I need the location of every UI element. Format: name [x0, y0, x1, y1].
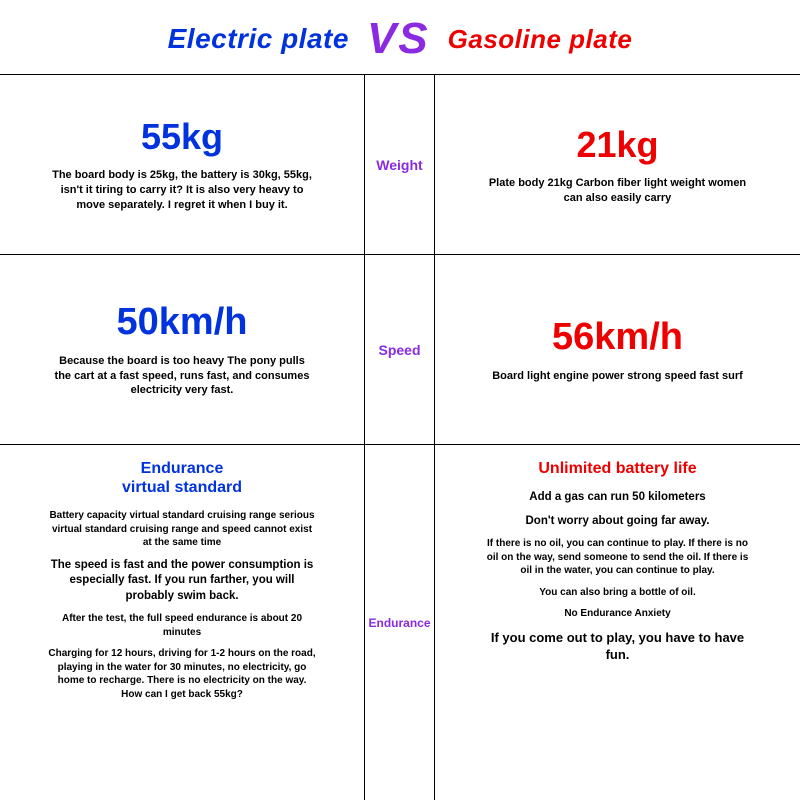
speed-gasoline-stat: 56km/h [552, 316, 683, 359]
label-speed: Speed [365, 255, 435, 445]
weight-gasoline-desc: Plate body 21kg Carbon fiber light weigh… [488, 176, 748, 206]
speed-electric-stat: 50km/h [117, 301, 248, 344]
endurance-electric-p4: Charging for 12 hours, driving for 1-2 h… [47, 647, 317, 701]
cell-endurance-gasoline: Unlimited battery life Add a gas can run… [435, 445, 800, 800]
weight-gasoline-stat: 21kg [576, 124, 658, 166]
endurance-gasoline-p4: You can also bring a bottle of oil. [539, 586, 696, 600]
endurance-gasoline-p6: If you come out to play, you have to hav… [483, 629, 753, 664]
header-vs: VS [367, 14, 430, 64]
header-left-title: Electric plate [168, 23, 349, 55]
cell-weight-electric: 55kg The board body is 25kg, the battery… [0, 75, 365, 255]
endurance-electric-subtitle: Endurance virtual standard [122, 459, 242, 497]
endurance-gasoline-p3: If there is no oil, you can continue to … [483, 537, 753, 578]
endurance-electric-p3: After the test, the full speed endurance… [47, 612, 317, 639]
endurance-gasoline-subtitle: Unlimited battery life [538, 459, 696, 478]
label-endurance: Endurance [365, 445, 435, 800]
header-right-title: Gasoline plate [448, 24, 633, 55]
endurance-gasoline-p2: Don't worry about going far away. [526, 514, 710, 530]
speed-electric-desc: Because the board is too heavy The pony … [52, 354, 312, 399]
weight-electric-desc: The board body is 25kg, the battery is 3… [52, 168, 312, 213]
endurance-gasoline-p1: Add a gas can run 50 kilometers [529, 490, 705, 506]
endurance-gasoline-p5: No Endurance Anxiety [564, 607, 670, 621]
label-weight: Weight [365, 75, 435, 255]
cell-weight-gasoline: 21kg Plate body 21kg Carbon fiber light … [435, 75, 800, 255]
cell-endurance-electric: Endurance virtual standard Battery capac… [0, 445, 365, 800]
endurance-electric-p2: The speed is fast and the power consumpt… [47, 558, 317, 605]
comparison-grid: 55kg The board body is 25kg, the battery… [0, 74, 800, 800]
header: Electric plate VS Gasoline plate [0, 0, 800, 74]
endurance-electric-p1: Battery capacity virtual standard cruisi… [47, 509, 317, 550]
speed-gasoline-desc: Board light engine power strong speed fa… [492, 369, 743, 384]
weight-electric-stat: 55kg [141, 116, 223, 158]
cell-speed-gasoline: 56km/h Board light engine power strong s… [435, 255, 800, 445]
cell-speed-electric: 50km/h Because the board is too heavy Th… [0, 255, 365, 445]
comparison-infographic: Electric plate VS Gasoline plate 55kg Th… [0, 0, 800, 800]
